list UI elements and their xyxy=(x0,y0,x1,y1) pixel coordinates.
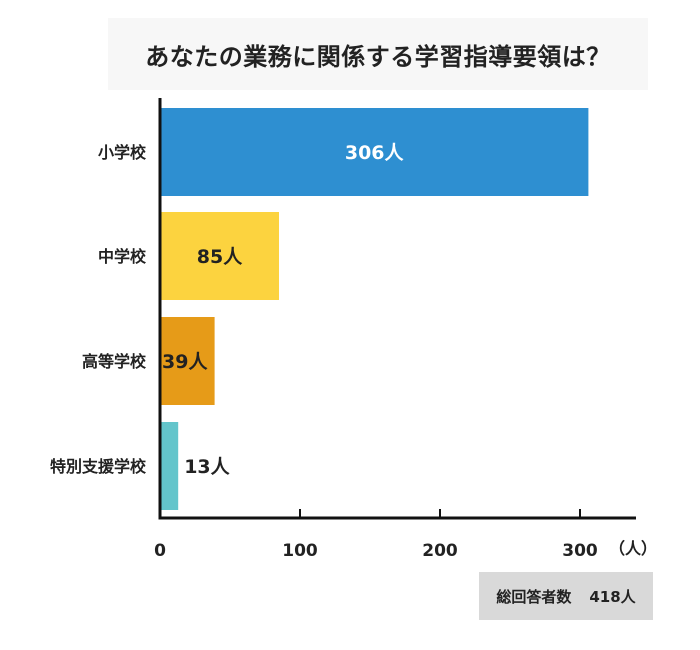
category-label-elementary-school: 小学校 xyxy=(98,143,147,162)
value-label-high-school: 39人 xyxy=(162,351,208,373)
bar-junior-high-school xyxy=(160,212,279,300)
category-label-high-school: 高等学校 xyxy=(82,352,147,371)
value-label-junior-high-school: 85人 xyxy=(197,246,243,268)
category-label-junior-high-school: 中学校 xyxy=(98,247,147,266)
total-respondents-value: 418人 xyxy=(589,587,636,606)
value-label-elementary-school: 306人 xyxy=(345,142,405,164)
x-tick-label-300: 300 xyxy=(562,541,598,561)
bars-layer xyxy=(160,108,589,510)
chart-title: あなたの業務に関係する学習指導要領は？ xyxy=(145,42,611,71)
bar-elementary-school xyxy=(160,108,589,196)
x-tick-label-200: 200 xyxy=(422,541,458,561)
chart-title-box: あなたの業務に関係する学習指導要領は？ xyxy=(108,18,648,90)
bar-high-school xyxy=(160,317,215,405)
bar-special-support-school xyxy=(160,422,179,510)
value-label-special-support-school: 13人 xyxy=(184,456,230,478)
x-tick-label-0: 0 xyxy=(154,541,166,561)
total-respondents-box: 総回答者数 418人 xyxy=(479,572,653,620)
x-axis-unit-label: （人） xyxy=(609,539,657,558)
category-label-special-support-school: 特別支援学校 xyxy=(50,457,147,476)
total-respondents-label: 総回答者数 xyxy=(496,587,572,606)
axes-layer xyxy=(158,98,636,520)
x-tick-label-100: 100 xyxy=(282,541,318,561)
